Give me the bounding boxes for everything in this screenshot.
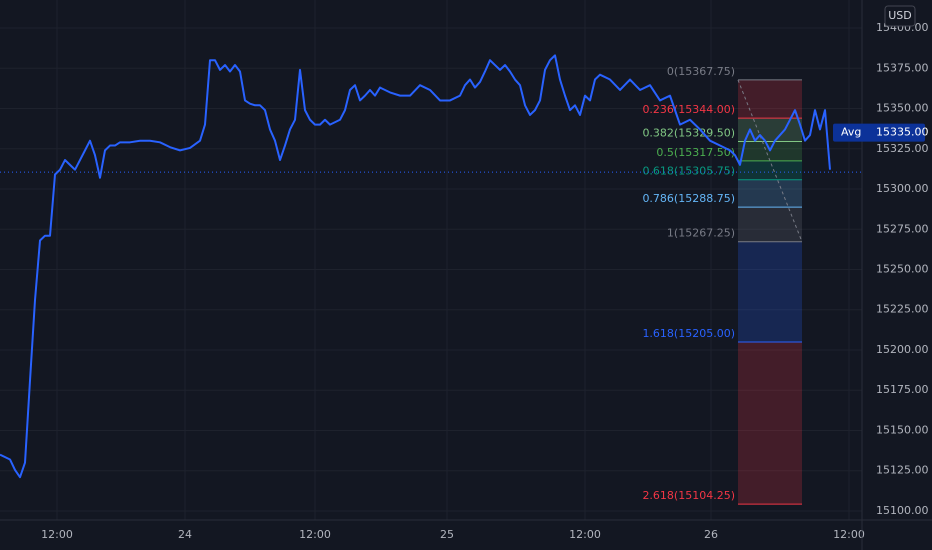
fib-trend (737, 79, 803, 242)
fib-band (738, 160, 802, 180)
fib-band (738, 341, 802, 505)
fib-band (738, 79, 802, 119)
fib-label: 0.236(15344.00) (642, 103, 735, 116)
y-tick-label: 15125.00 (876, 464, 929, 477)
y-tick-label: 15375.00 (876, 61, 929, 74)
x-tick-label: 12:00 (569, 528, 601, 541)
x-tick-label: 24 (178, 528, 192, 541)
y-tick-label: 15200.00 (876, 343, 929, 356)
fib-band (738, 207, 802, 242)
y-tick-label: 15175.00 (876, 383, 929, 396)
avg-badge (833, 123, 925, 142)
avg-label: Avg (841, 126, 861, 139)
y-tick-label: 15250.00 (876, 262, 929, 275)
x-tick-label: 12:00 (41, 528, 73, 541)
y-tick-label: 15275.00 (876, 222, 929, 235)
fib-band (738, 241, 802, 342)
fib-label: 0.786(15288.75) (642, 192, 735, 205)
x-tick-label: 12:00 (833, 528, 865, 541)
y-tick-label: 15150.00 (876, 423, 929, 436)
fib-band (738, 118, 802, 142)
fib-label: 1(15267.25) (667, 227, 735, 240)
currency-label: USD (888, 9, 912, 22)
fib-label: 0.382(15329.50) (642, 127, 735, 140)
fib-label: 0.618(15305.75) (642, 165, 735, 178)
avg-value: 15335.00 (876, 126, 929, 139)
currency-badge (884, 5, 916, 27)
fib-label: 1.618(15205.00) (642, 327, 735, 340)
x-tick-label: 12:00 (299, 528, 331, 541)
y-tick-label: 15350.00 (876, 102, 929, 115)
fib-label: 0.5(15317.50) (656, 146, 735, 159)
y-tick-label: 15225.00 (876, 303, 929, 316)
price-line-series (0, 54, 831, 479)
fib-band (738, 179, 802, 208)
fib-label: 0(15367.75) (667, 65, 735, 78)
y-tick-label: 15325.00 (876, 142, 929, 155)
y-tick-label: 15100.00 (876, 504, 929, 517)
x-tick-label: 25 (440, 528, 454, 541)
y-tick-label: 15300.00 (876, 182, 929, 195)
fib-label: 2.618(15104.25) (642, 489, 735, 502)
x-tick-label: 26 (704, 528, 718, 541)
